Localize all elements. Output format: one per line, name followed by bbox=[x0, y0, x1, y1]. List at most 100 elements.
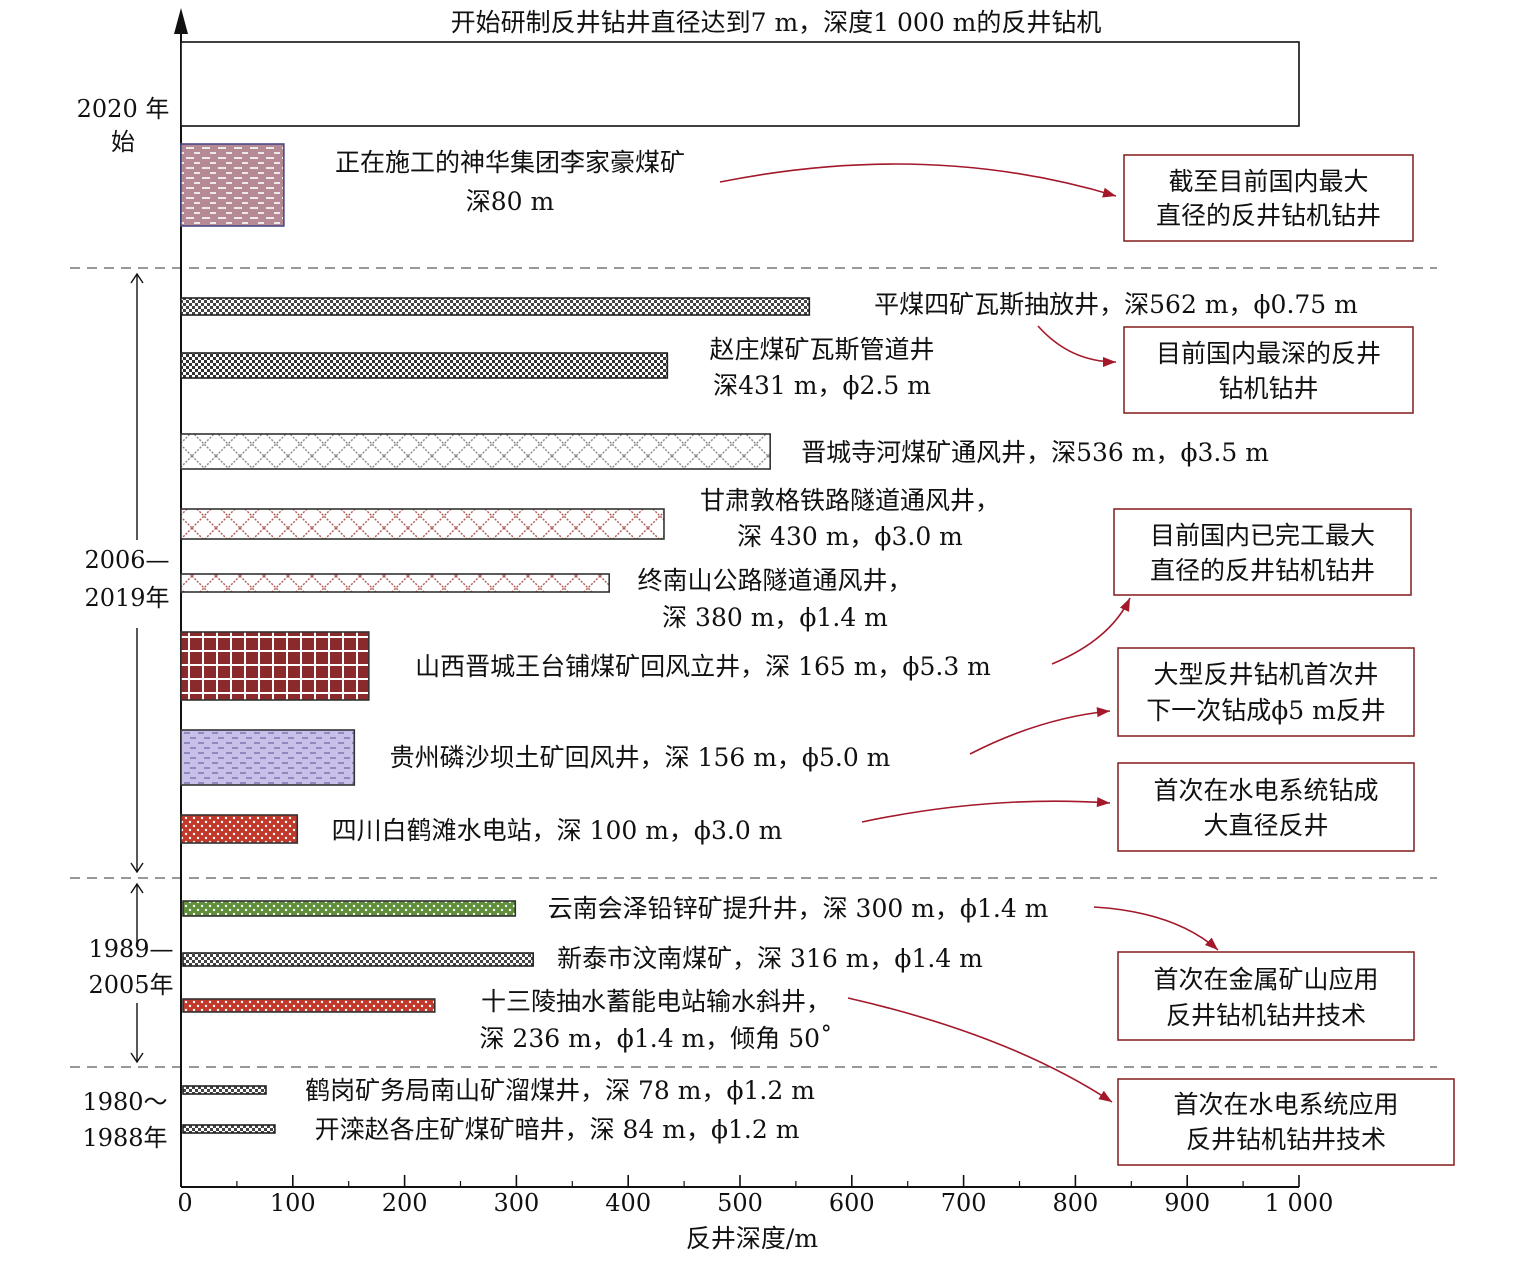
y-axis-arrowhead bbox=[174, 8, 188, 34]
note-text-largest-diameter-current-line-1: 截至目前国内最大 bbox=[1168, 167, 1368, 196]
x-tick-label: 300 bbox=[493, 1189, 539, 1217]
arrow-pingmei bbox=[1037, 325, 1117, 363]
era-dividers bbox=[70, 267, 1437, 1068]
era-range-arrowhead bbox=[130, 882, 144, 894]
era-labels: 2020 年始 2006— 2019年 1989— 2005年 1980～ 1988年 bbox=[77, 95, 174, 1152]
bar-label-zhongnanshan-line-1: 终南山公路隧道通风井， bbox=[637, 566, 912, 595]
bar-sihe bbox=[180, 433, 771, 470]
note-text-largest-diameter-completed-line-2: 直径的反井钻机钻井 bbox=[1150, 556, 1375, 585]
note-text-largest-diameter-current-line-2: 直径的反井钻机钻井 bbox=[1156, 201, 1381, 230]
bar-label-huize: 云南会泽铅锌矿提升井，深 300 m，ϕ1.4 m bbox=[548, 894, 1049, 923]
era-label-4-line-1: 1980～ bbox=[82, 1088, 167, 1116]
x-tick-label: 200 bbox=[382, 1189, 428, 1217]
era-label-2-line-2: 2019年 bbox=[84, 584, 169, 612]
era-label-2-line-1: 2006— bbox=[84, 546, 169, 574]
bar-label-dunge-line-1: 甘肃敦格铁路隧道通风井， bbox=[700, 486, 1000, 515]
arrow-huize-head bbox=[1204, 937, 1218, 950]
x-tick-label: 500 bbox=[717, 1189, 763, 1217]
note-box-first-5m bbox=[1117, 647, 1415, 737]
arrow-baihetan-head bbox=[1096, 797, 1110, 808]
note-box-first-metal-mine bbox=[1117, 951, 1415, 1041]
shaft-bar-labels: 开始研制反井钻井直径达到7 m，深度1 000 m的反井钻机正在施工的神华集团李… bbox=[305, 8, 1358, 1144]
era-label-4-line-2: 1988年 bbox=[82, 1124, 167, 1152]
arrow-shisanling bbox=[847, 997, 1113, 1103]
bar-shisanling bbox=[182, 998, 436, 1013]
era-label-3-line-1: 1989— bbox=[88, 935, 173, 963]
bar-future-rig bbox=[180, 41, 1300, 127]
note-text-first-5m-line-2: 下一次钻成ϕ5 m反井 bbox=[1146, 696, 1386, 725]
arrow-baihetan bbox=[861, 800, 1111, 823]
bar-label-kailuan: 开滦赵各庄矿煤矿暗井，深 84 m，ϕ1.2 m bbox=[315, 1115, 800, 1144]
era-label-1-line-2: 始 bbox=[111, 128, 135, 156]
x-tick-label: 900 bbox=[1164, 1189, 1210, 1217]
note-text-first-metal-mine-line-1: 首次在金属矿山应用 bbox=[1153, 965, 1378, 994]
bar-label-hegang: 鹤岗矿务局南山矿溜煤井，深 78 m，ϕ1.2 m bbox=[305, 1076, 815, 1105]
note-box-largest-diameter-completed bbox=[1113, 508, 1412, 596]
arrow-guizhou-head bbox=[1096, 707, 1110, 718]
x-tick-label: 600 bbox=[829, 1189, 875, 1217]
bar-zhongnanshan bbox=[180, 573, 610, 593]
note-box-first-hydro bbox=[1117, 1078, 1455, 1166]
bar-label-lijiahao-line-1: 正在施工的神华集团李家豪煤矿 bbox=[335, 148, 685, 177]
arrow-shisanling-head bbox=[1098, 1090, 1112, 1102]
era-label-3-line-2: 2005年 bbox=[88, 971, 173, 999]
x-tick-label: 0 bbox=[177, 1189, 192, 1217]
arrow-guizhou bbox=[969, 710, 1111, 755]
depth-axis: 0 100 200 300 400 500 600 700 800 900 1 000 反井深度/m bbox=[174, 8, 1333, 1253]
note-text-deepest-line-2: 钻机钻井 bbox=[1218, 374, 1318, 403]
note-text-first-hydro-line-1: 首次在水电系统应用 bbox=[1173, 1090, 1398, 1119]
bar-label-lijiahao-line-2: 深80 m bbox=[466, 187, 555, 216]
bar-label-wangtaipu: 山西晋城王台铺煤矿回风立井，深 165 m，ϕ5.3 m bbox=[415, 652, 991, 681]
note-text-largest-diameter-completed-line-1: 目前国内已完工最大 bbox=[1150, 521, 1375, 550]
bar-pingmei bbox=[180, 297, 811, 316]
shaft-bars bbox=[180, 41, 1300, 1134]
note-box-largest-diameter-current bbox=[1123, 154, 1414, 242]
note-text-deepest-line-1: 目前国内最深的反井 bbox=[1156, 339, 1381, 368]
x-tick-label: 400 bbox=[605, 1189, 651, 1217]
annotation-arrows bbox=[719, 163, 1219, 1103]
note-text-first-metal-mine-line-2: 反井钻机钻井技术 bbox=[1166, 1001, 1366, 1030]
bar-label-zhongnanshan-line-2: 深 380 m，ϕ1.4 m bbox=[662, 603, 888, 632]
bar-guizhou bbox=[180, 729, 356, 786]
bar-kailuan bbox=[182, 1124, 276, 1134]
bar-xintai bbox=[182, 952, 534, 967]
bar-label-sihe: 晋城寺河煤矿通风井，深536 m，ϕ3.5 m bbox=[801, 438, 1269, 467]
era-range-arrowhead bbox=[130, 272, 144, 284]
bar-hegang bbox=[182, 1085, 267, 1095]
bar-label-shisanling-line-2: 深 236 m，ϕ1.4 m，倾角 50˚ bbox=[479, 1024, 832, 1053]
note-text-first-5m-line-1: 大型反井钻机首次井 bbox=[1153, 660, 1378, 689]
arrow-pingmei-head bbox=[1103, 357, 1116, 367]
note-text-first-hydro-large-line-2: 大直径反井 bbox=[1203, 811, 1328, 840]
x-tick-label: 100 bbox=[270, 1189, 316, 1217]
bar-label-shisanling-line-1: 十三陵抽水蓄能电站输水斜井， bbox=[481, 987, 831, 1016]
era-label-1-line-1: 2020 年 bbox=[77, 95, 170, 123]
note-box-first-hydro-large bbox=[1117, 762, 1415, 852]
bar-label-xintai: 新泰市汶南煤矿，深 316 m，ϕ1.4 m bbox=[557, 944, 983, 973]
bar-lijiahao bbox=[180, 143, 285, 227]
era-range-arrowhead bbox=[130, 1052, 144, 1064]
x-tick-label: 800 bbox=[1052, 1189, 1098, 1217]
bar-label-dunge-line-2: 深 430 m，ϕ3.0 m bbox=[737, 522, 963, 551]
bar-label-guizhou: 贵州磷沙坝土矿回风井，深 156 m，ϕ5.0 m bbox=[390, 743, 891, 772]
bar-zhaozhuang bbox=[180, 352, 669, 379]
bar-label-pingmei: 平煤四矿瓦斯抽放井，深562 m，ϕ0.75 m bbox=[874, 290, 1358, 319]
bar-wangtaipu bbox=[180, 631, 370, 701]
x-tick-label: 1 000 bbox=[1265, 1189, 1334, 1217]
note-text-first-hydro-large-line-1: 首次在水电系统钻成 bbox=[1153, 776, 1378, 805]
era-range-arrowhead bbox=[130, 862, 144, 874]
bar-baihetan bbox=[180, 814, 299, 844]
x-axis-title: 反井深度/m bbox=[686, 1224, 818, 1253]
bar-label-zhaozhuang-line-2: 深431 m，ϕ2.5 m bbox=[713, 371, 931, 400]
arrow-huize bbox=[1093, 906, 1219, 951]
bar-label-baihetan: 四川白鹤滩水电站，深 100 m，ϕ3.0 m bbox=[332, 816, 783, 845]
bar-dunge bbox=[180, 508, 665, 540]
bar-label-future-rig: 开始研制反井钻井直径达到7 m，深度1 000 m的反井钻机 bbox=[451, 8, 1102, 37]
annotation-boxes: 截至目前国内最大直径的反井钻机钻井目前国内最深的反井钻机钻井目前国内已完工最大直… bbox=[1113, 154, 1455, 1166]
note-box-deepest bbox=[1123, 326, 1414, 414]
arrow-lijiahao bbox=[719, 163, 1117, 197]
arrow-lijiahao-head bbox=[1102, 187, 1116, 198]
bar-label-zhaozhuang-line-1: 赵庄煤矿瓦斯管道井 bbox=[709, 335, 934, 364]
x-tick-label: 700 bbox=[941, 1189, 987, 1217]
bar-huize bbox=[182, 900, 517, 917]
